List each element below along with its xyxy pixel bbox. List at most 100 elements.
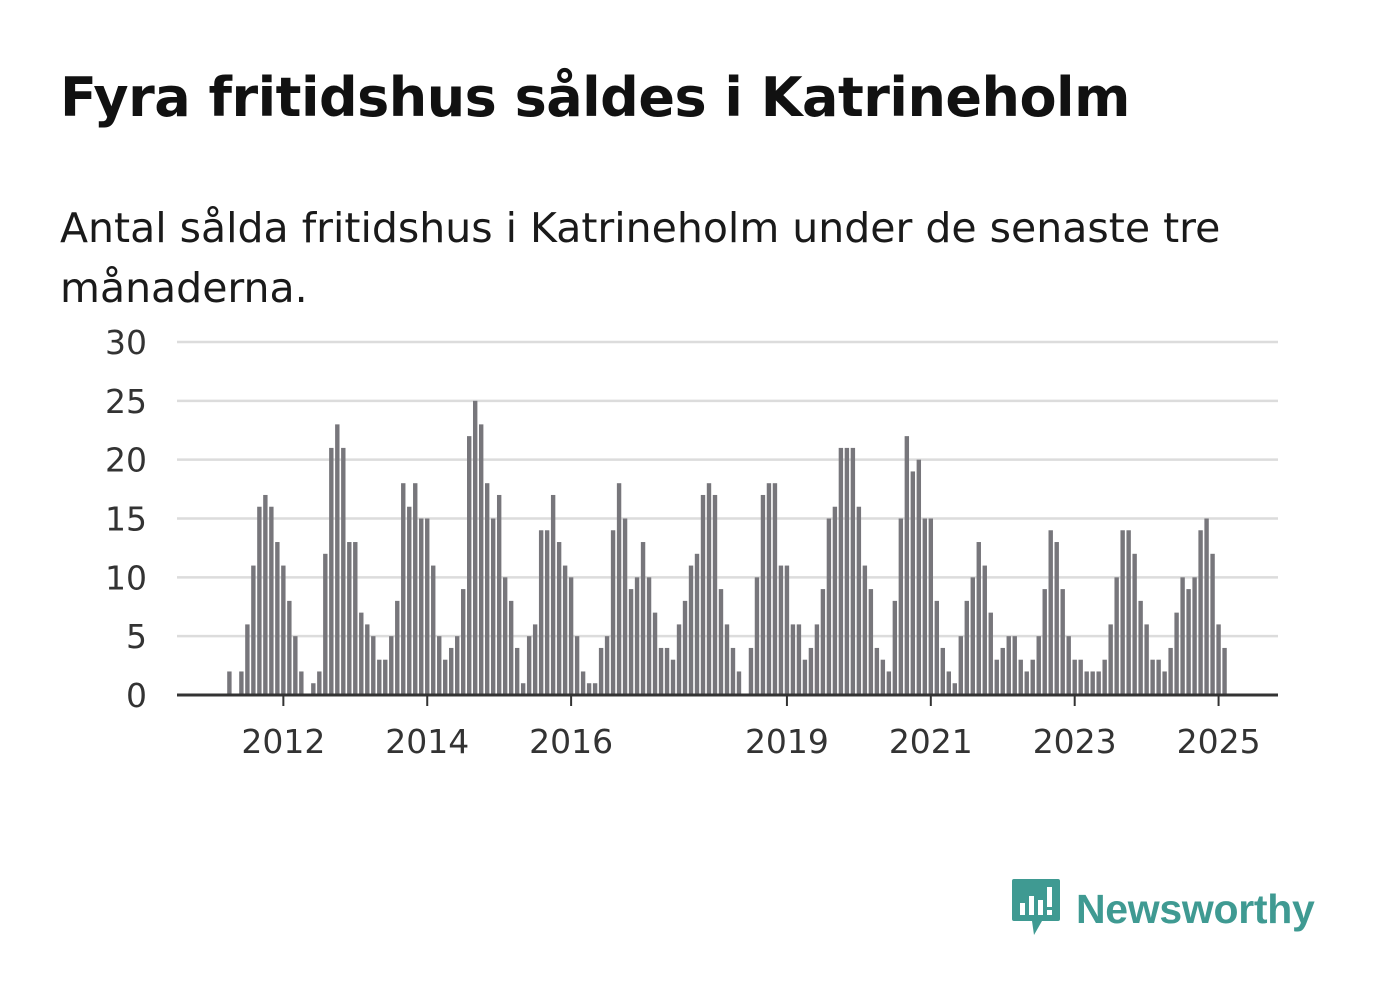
- bar: [383, 659, 388, 695]
- bar: [1042, 589, 1047, 695]
- bar: [646, 577, 652, 695]
- bar: [838, 447, 844, 695]
- bar: [700, 494, 706, 695]
- bar: [1138, 600, 1143, 695]
- bar: [826, 518, 832, 695]
- bar: [1072, 659, 1077, 695]
- bar: [1084, 671, 1089, 695]
- bar: [1090, 671, 1095, 695]
- y-tick-label: 5: [126, 617, 147, 656]
- y-tick-label: 20: [105, 441, 147, 480]
- bar: [520, 683, 526, 695]
- chart-title: Fyra fritidshus såldes i Katrineholm: [60, 66, 1130, 129]
- bar: [682, 600, 688, 695]
- data-labels: 4: [1265, 0, 1292, 12]
- chart-subtitle: Antal sålda fritidshus i Katrineholm und…: [60, 204, 1221, 312]
- bar: [868, 589, 874, 695]
- bar: [251, 565, 256, 695]
- bar: [658, 647, 664, 695]
- bar: [1078, 659, 1083, 695]
- bar: [628, 589, 634, 695]
- bar: [1198, 530, 1203, 695]
- bar: [299, 671, 304, 695]
- bar: [898, 518, 904, 695]
- bar: [281, 565, 286, 695]
- bar: [550, 494, 556, 695]
- bar: [574, 636, 580, 695]
- bar: [1018, 659, 1023, 695]
- bar: [808, 647, 814, 695]
- bar: [1132, 553, 1137, 695]
- bar: [389, 636, 394, 695]
- x-tick-label: 2014: [385, 722, 469, 761]
- bar: [592, 683, 598, 695]
- bar: [556, 542, 562, 695]
- bar: [359, 612, 364, 695]
- bar: [724, 624, 730, 695]
- bar: [604, 636, 610, 695]
- bar: [790, 624, 796, 695]
- x-tick-label: 2021: [889, 722, 973, 761]
- bar: [353, 542, 358, 695]
- bar: [1102, 659, 1107, 695]
- bar: [982, 565, 987, 695]
- bar: [934, 600, 940, 695]
- highlight-value-label: 4: [1269, 0, 1289, 8]
- bar: [1162, 671, 1167, 695]
- bar: [1216, 624, 1221, 695]
- bar: [239, 671, 244, 695]
- bar: [730, 647, 736, 695]
- chart-bubble-icon: [1010, 877, 1062, 941]
- bar: [245, 624, 250, 695]
- bar: [1126, 530, 1131, 695]
- bar: [1210, 553, 1215, 695]
- bar: [880, 659, 886, 695]
- bar: [832, 506, 838, 695]
- bar: [425, 518, 430, 695]
- bar: [1036, 636, 1041, 695]
- bar: [562, 565, 568, 695]
- bar: [472, 400, 478, 695]
- bar: [610, 530, 616, 695]
- bar: [257, 506, 262, 695]
- bar: [940, 647, 946, 695]
- bar: [994, 659, 999, 695]
- bar: [1114, 577, 1119, 695]
- bar: [311, 683, 316, 695]
- bar: [718, 589, 724, 695]
- y-axis-ticks: 0 5 10 15 20 25 30: [105, 323, 147, 715]
- bar: [904, 436, 910, 695]
- bar: [946, 671, 951, 695]
- bar: [1096, 671, 1101, 695]
- bar: [1204, 518, 1209, 695]
- bar: [1192, 577, 1197, 695]
- bar: [1156, 659, 1161, 695]
- bars: [227, 400, 1227, 695]
- x-tick-label: 2012: [241, 722, 325, 761]
- bar: [634, 577, 640, 695]
- x-tick-label: 2025: [1177, 722, 1261, 761]
- bar: [484, 483, 490, 695]
- bar: [622, 518, 628, 695]
- bar: [988, 612, 993, 695]
- bar: [449, 647, 454, 695]
- bar: [395, 600, 400, 695]
- bar: [1030, 659, 1035, 695]
- bar: [688, 565, 694, 695]
- bar: [964, 600, 969, 695]
- bar: [598, 647, 604, 695]
- bar: [526, 636, 532, 695]
- bar: [377, 659, 382, 695]
- bar: [347, 542, 352, 695]
- bar: [293, 636, 298, 695]
- bar: [407, 506, 412, 695]
- bar: [694, 553, 700, 695]
- bar: [1180, 577, 1185, 695]
- bar: [712, 494, 718, 695]
- brand-name: Newsworthy: [1076, 885, 1315, 932]
- bar: [802, 659, 808, 695]
- bar: [772, 483, 778, 695]
- bar: [437, 636, 442, 695]
- bar: [820, 589, 826, 695]
- bar: [1222, 647, 1227, 695]
